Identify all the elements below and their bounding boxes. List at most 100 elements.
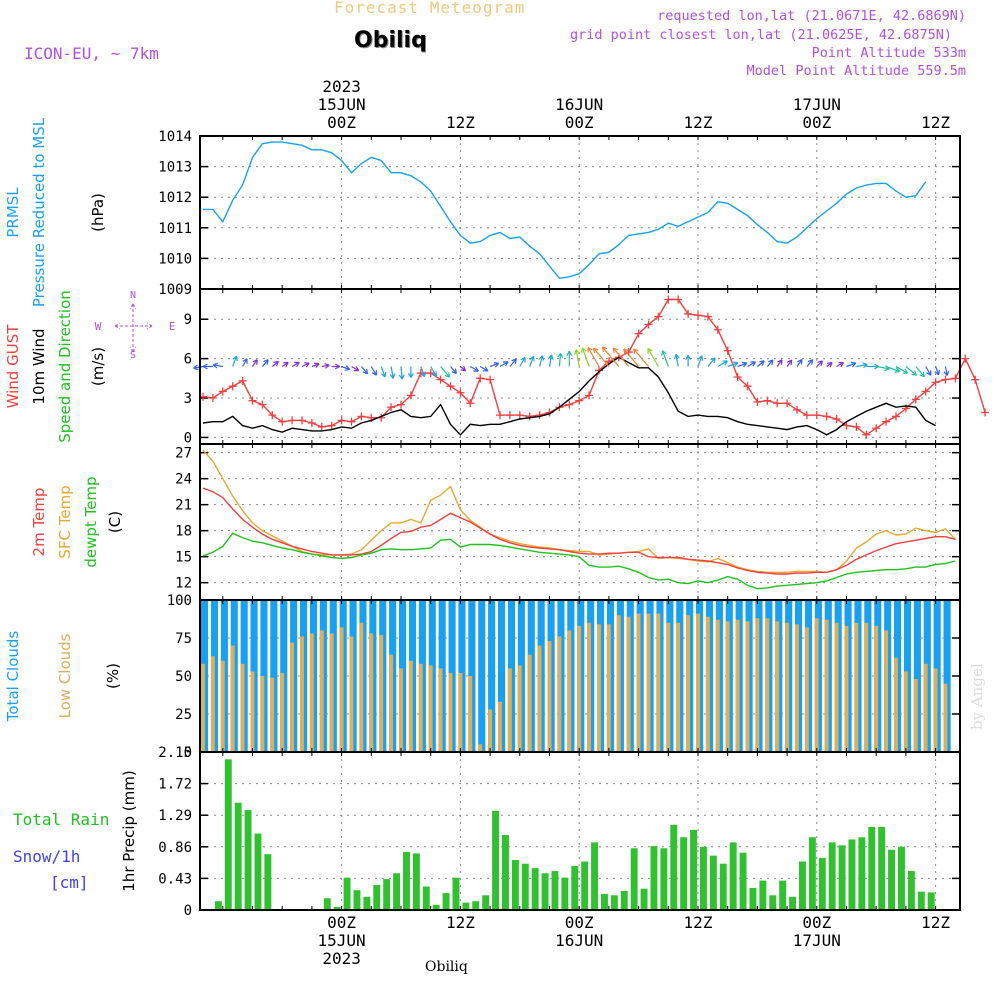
total-cloud-bar: [478, 600, 486, 752]
wind-arrow-head: [894, 367, 901, 373]
top-time-label: 17JUN: [793, 95, 841, 114]
wind-arrow: [935, 366, 940, 376]
wind-arrow-head: [574, 349, 580, 355]
panel-clouds: [199, 599, 961, 753]
gust-marker: [802, 411, 811, 420]
gust-marker: [565, 400, 574, 409]
rain-bar: [502, 835, 509, 910]
rain-bar: [769, 895, 777, 910]
gust-marker: [387, 403, 396, 412]
rain-bar: [363, 896, 371, 910]
rain-bar: [462, 902, 470, 910]
wind-arrow: [717, 360, 728, 368]
wind-arrow: [499, 361, 509, 368]
y-tick-label-pressure: 1009: [158, 282, 192, 298]
low-cloud-bar: [260, 676, 265, 752]
rain-label-unit: [cm]: [50, 873, 89, 892]
wind-arrow: [905, 366, 917, 376]
low-cloud-bar: [854, 622, 859, 752]
gust-marker: [228, 382, 237, 391]
low-cloud-bar: [903, 671, 908, 752]
axis-label-clouds: Low Clouds: [56, 633, 74, 718]
wind-arrow: [697, 355, 703, 367]
rain-bar: [739, 852, 747, 910]
wind-arrow-head: [862, 362, 868, 369]
total-cloud-bar: [488, 600, 496, 752]
wind-arrow: [757, 360, 765, 367]
low-cloud-bar: [795, 624, 799, 752]
wind-arrow: [895, 365, 908, 374]
rain-bar: [472, 901, 480, 910]
axis-label-pressure: (hPa): [89, 193, 107, 232]
low-cloud-bar: [498, 701, 502, 752]
rain-bar: [214, 901, 222, 910]
wind-arrow-head: [919, 371, 925, 378]
wind-arrow-head: [797, 358, 803, 365]
rain-bar: [254, 833, 262, 910]
rain-bar: [264, 854, 272, 910]
gust-marker: [515, 411, 524, 420]
wind-arrow: [301, 362, 310, 368]
footer-station: Obiliq: [425, 959, 468, 975]
low-cloud-bar: [894, 657, 898, 752]
wind-arrow: [623, 348, 640, 367]
wind-arrow: [944, 366, 948, 376]
rain-bar: [858, 837, 866, 910]
low-cloud-bar: [745, 621, 750, 752]
wind-arrow-head: [580, 347, 587, 353]
rain-bar: [709, 855, 717, 910]
compass-rose: [114, 303, 153, 353]
rain-bar: [927, 892, 935, 910]
model-point-altitude: Model Point Altitude 559.5m: [746, 63, 966, 79]
wind-arrow: [786, 359, 793, 367]
low-cloud-bar: [468, 676, 473, 752]
wind-arrow: [252, 359, 258, 367]
wind-arrow-head: [750, 361, 756, 367]
top-time-label: 12Z: [446, 113, 475, 132]
low-cloud-bar: [339, 627, 344, 752]
rain-bar: [393, 873, 401, 910]
wind-arrow-head: [529, 355, 535, 362]
wind-arrow: [390, 366, 394, 379]
wind-arrow-head: [587, 346, 593, 353]
rain-bar: [700, 846, 707, 910]
wind-arrow-head: [902, 368, 909, 374]
axis-label-temp: dewpt Temp: [82, 476, 100, 567]
gust-marker: [694, 311, 702, 320]
wind-arrow-head: [324, 363, 330, 369]
low-cloud-bar: [765, 618, 770, 752]
low-cloud-bar: [329, 633, 334, 752]
rain-bar: [868, 826, 876, 910]
wind-arrow-head: [263, 359, 269, 365]
rain-bar: [601, 893, 608, 910]
rain-bar: [799, 861, 806, 910]
rain-bar: [452, 877, 460, 910]
wind-arrow: [341, 365, 350, 370]
wind-arrow-head: [398, 374, 405, 380]
wind-arrow-head: [294, 361, 300, 367]
wind-arrow-head: [371, 370, 377, 376]
gust-marker: [654, 312, 663, 321]
y-tick-label-pressure: 1010: [158, 251, 192, 267]
gust-marker: [327, 421, 336, 430]
gust-marker: [684, 309, 693, 318]
low-cloud-bar: [448, 672, 453, 752]
axis-label-rain: 1hr Precip (mm): [120, 770, 138, 891]
gust-marker: [713, 325, 722, 334]
wind-arrow-head: [592, 347, 599, 354]
wind-arrow: [242, 358, 248, 367]
rain-bar: [680, 837, 688, 910]
series-line-pressure-0: [203, 141, 927, 280]
low-cloud-bar: [349, 636, 354, 752]
rain-bar: [610, 895, 618, 910]
wind-arrow-head: [334, 363, 340, 370]
low-cloud-bar: [230, 645, 235, 752]
wind-arrow: [612, 347, 630, 367]
gust-marker: [644, 320, 653, 329]
gust-marker: [862, 430, 871, 439]
low-cloud-bar: [834, 622, 839, 752]
gust-marker: [634, 329, 643, 338]
wind-arrow-head: [444, 372, 451, 378]
wind-arrow: [661, 350, 669, 367]
top-time-label: 15JUN: [318, 95, 366, 114]
